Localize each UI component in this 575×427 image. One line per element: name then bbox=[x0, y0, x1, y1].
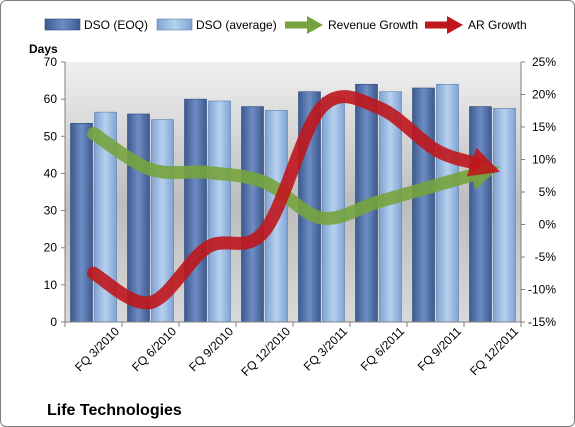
y2-tick-label-7: 20% bbox=[532, 88, 556, 102]
bar-dso-eoq-1 bbox=[127, 113, 150, 323]
bar-dso-eoq-3 bbox=[241, 106, 264, 323]
legend-swatch-dso-average bbox=[156, 18, 193, 31]
chart-title: Life Technologies bbox=[47, 402, 182, 419]
y2-tick-label-2: -5% bbox=[535, 250, 557, 264]
x-tick-label-6: FQ 9/2011 bbox=[415, 324, 465, 374]
legend: DSO (EOQ) DSO (average) Revenue Growth A… bbox=[44, 16, 527, 34]
legend-arrow-ar-growth-icon bbox=[447, 16, 463, 34]
legend-item-dso-eoq: DSO (EOQ) bbox=[44, 18, 148, 32]
legend-label-dso-average: DSO (average) bbox=[196, 18, 277, 32]
bar-dso-average-7 bbox=[493, 108, 516, 323]
legend-item-dso-average: DSO (average) bbox=[156, 18, 277, 32]
y2-tick-label-1: -10% bbox=[528, 283, 556, 297]
legend-label-ar-growth: AR Growth bbox=[468, 18, 527, 32]
legend-swatch-dso-eoq bbox=[44, 18, 81, 31]
bar-dso-eoq-0 bbox=[70, 122, 93, 323]
legend-arrow-revenue-growth-icon bbox=[307, 16, 323, 34]
bar-dso-average-2 bbox=[208, 100, 231, 323]
y-ticks-right: -15% -10% -5% 0% 5% 10% 15% 20% 25% bbox=[521, 55, 556, 329]
legend-item-ar-growth: AR Growth bbox=[425, 16, 527, 34]
y2-tick-label-4: 5% bbox=[539, 185, 557, 199]
x-tick-label-1: FQ 6/2010 bbox=[129, 324, 179, 374]
y-tick-label-6: 60 bbox=[44, 92, 58, 106]
bar-dso-eoq-2 bbox=[184, 98, 207, 323]
x-tick-label-4: FQ 3/2011 bbox=[301, 324, 351, 374]
x-tick-label-3: FQ 12/2010 bbox=[238, 324, 293, 379]
legend-item-revenue-growth: Revenue Growth bbox=[285, 16, 418, 34]
line-revenue-growth bbox=[87, 127, 481, 225]
y-tick-label-0: 0 bbox=[50, 315, 57, 329]
legend-label-revenue-growth: Revenue Growth bbox=[328, 18, 418, 32]
x-tick-label-0: FQ 3/2010 bbox=[72, 324, 122, 374]
x-ticks: FQ 3/2010 FQ 6/2010 FQ 9/2010 FQ 12/2010 FQ … bbox=[64, 322, 522, 379]
y-tick-label-1: 10 bbox=[44, 278, 58, 292]
y-tick-label-5: 50 bbox=[44, 129, 58, 143]
y-tick-label-3: 30 bbox=[44, 204, 58, 218]
y-tick-label-7: 70 bbox=[44, 55, 58, 69]
legend-label-dso-eoq: DSO (EOQ) bbox=[84, 18, 148, 32]
x-tick-label-7: FQ 12/2011 bbox=[467, 324, 521, 378]
line-ar-growth bbox=[87, 90, 482, 310]
line-ar-growth-arrowhead bbox=[466, 147, 501, 177]
y2-tick-label-6: 15% bbox=[532, 120, 556, 134]
y-tick-label-2: 20 bbox=[44, 241, 58, 255]
bar-dso-eoq-7 bbox=[469, 106, 492, 323]
x-tick-label-2: FQ 9/2010 bbox=[186, 324, 236, 374]
x-tick-label-5: FQ 6/2011 bbox=[358, 324, 408, 374]
y2-tick-label-5: 10% bbox=[532, 153, 556, 167]
bar-dso-average-6 bbox=[436, 83, 459, 323]
y-tick-label-4: 40 bbox=[44, 166, 58, 180]
y2-tick-label-3: 0% bbox=[539, 218, 557, 232]
y-axis-title: Days bbox=[29, 42, 58, 56]
bar-dso-eoq-6 bbox=[412, 87, 435, 323]
y2-tick-label-8: 25% bbox=[532, 55, 556, 69]
y-ticks-left: 0 10 20 30 40 50 60 70 bbox=[44, 55, 65, 329]
y2-tick-label-0: -15% bbox=[528, 315, 556, 329]
lines-layer bbox=[87, 90, 501, 310]
